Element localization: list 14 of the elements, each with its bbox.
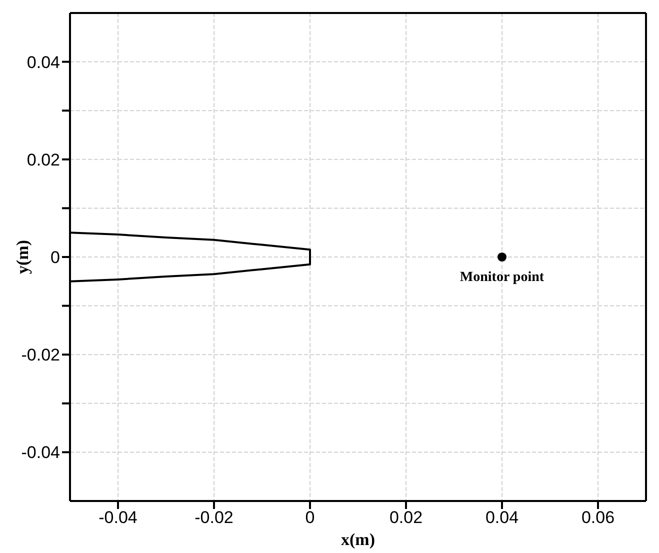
x-tick-label: 0.04 bbox=[485, 508, 519, 528]
y-tick-label: -0.02 bbox=[21, 346, 60, 365]
y-tick-label: 0 bbox=[50, 248, 60, 268]
x-tick-label: -0.02 bbox=[194, 508, 234, 528]
x-axis-title: x(m) bbox=[341, 530, 375, 549]
annotation: Monitor point bbox=[460, 270, 544, 285]
x-tick-label: 0 bbox=[305, 508, 315, 528]
x-tick-label: 0.02 bbox=[389, 508, 423, 528]
x-tick-label: 0.06 bbox=[581, 508, 615, 528]
y-tick-label: 0.04 bbox=[26, 52, 60, 72]
y-axis-title: y(m) bbox=[13, 240, 32, 274]
y-tick-label: 0.02 bbox=[26, 150, 60, 170]
y-tick-label: -0.04 bbox=[21, 443, 60, 462]
x-tick-label: -0.04 bbox=[98, 508, 138, 528]
